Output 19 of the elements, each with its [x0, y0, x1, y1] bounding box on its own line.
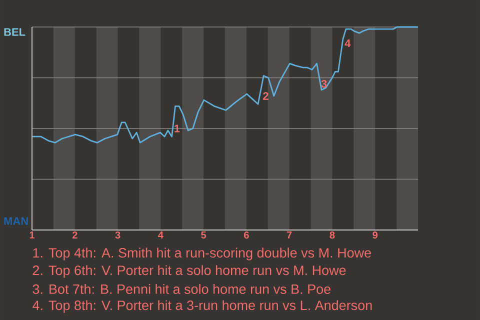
x-tick-label: 2 [72, 232, 78, 239]
x-tick-label: 3 [115, 232, 120, 239]
text: MAN [4, 217, 28, 225]
x-tick-label: 6 [244, 232, 249, 239]
annotation: 1 [174, 124, 180, 132]
text: 2. Top 6th: V. Porter hit a solo home run vs M. Howe [32, 265, 346, 278]
text: 4. Top 8th: V. Porter hit a 3-run home run vs L. Anderson [32, 300, 372, 313]
x-tick-label: 9 [372, 232, 378, 239]
annotation: 4 [344, 39, 351, 48]
x-tick-label: 7 [286, 232, 292, 238]
x-tick-label: 5 [201, 232, 206, 238]
annotation: 3 [321, 80, 327, 88]
x-tick-label: 1 [30, 232, 35, 238]
x-tick-label: 8 [330, 232, 335, 239]
x-tick-label: 4 [158, 232, 164, 238]
text: 1. Top 4th: A. Smith hit a run-scoring double vs M. Howe [33, 248, 371, 260]
annotation: 2 [263, 92, 268, 100]
text: 3. Bot 7th: B. Penni hit a solo home run vs B. Poe [32, 284, 330, 294]
text: BEL [4, 28, 26, 36]
